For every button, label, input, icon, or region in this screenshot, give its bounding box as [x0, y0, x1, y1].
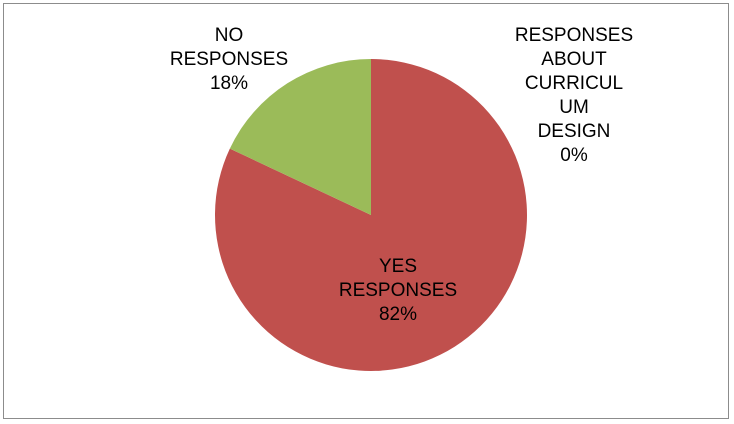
slice-label-no-line-1: NO: [214, 25, 244, 46]
pie-chart: [215, 59, 527, 371]
slice-label-curriculum-line-5: DESIGN: [537, 121, 611, 142]
slice-label-yes-line-1: YES: [378, 256, 418, 277]
slice-label-curriculum-line-3: CURRICUL: [524, 73, 624, 94]
slice-label-yes-responses: YES RESPONSES 82%: [318, 255, 478, 327]
pie-slice-1: [229, 59, 371, 215]
slice-label-yes-percent: 82%: [378, 304, 418, 325]
slice-label-curriculum-line-4: UM: [559, 97, 589, 118]
slice-label-curriculum-line-1: RESPONSES: [514, 25, 634, 46]
slice-label-yes-line-2: RESPONSES: [338, 280, 458, 301]
slice-label-curriculum-percent: 0%: [560, 145, 588, 166]
slice-label-curriculum-line-2: ABOUT: [541, 49, 607, 70]
slice-label-curriculum-design: RESPONSES ABOUT CURRICUL UM DESIGN 0%: [494, 24, 654, 168]
chart-area: YES RESPONSES 82% NO RESPONSES 18% RESPO…: [3, 3, 729, 419]
slice-label-no-responses: NO RESPONSES 18%: [154, 24, 304, 96]
slice-label-no-line-2: RESPONSES: [169, 49, 289, 70]
slice-label-no-percent: 18%: [209, 73, 249, 94]
